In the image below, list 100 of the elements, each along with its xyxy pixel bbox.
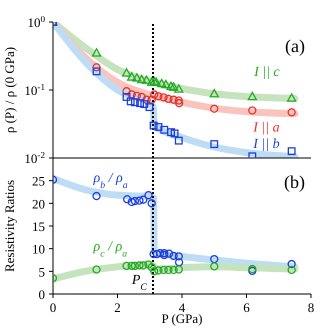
point [169,96,178,104]
point [122,87,131,96]
point [174,96,183,105]
point [169,266,178,274]
point [127,72,136,81]
point [92,63,101,72]
point [152,77,161,86]
point [169,252,178,260]
x-tick-label: 2 [114,300,121,315]
point [144,260,153,269]
point [136,99,144,108]
point [135,261,144,270]
point [154,92,163,100]
point [174,252,183,261]
series-label: I || b [252,137,280,152]
point [144,191,153,200]
annotation: (b) [284,172,305,192]
point [159,93,168,102]
point [166,82,176,90]
point [288,260,296,268]
point [138,92,146,102]
point [210,104,218,113]
y-tick-label: 15 [32,219,45,234]
point [167,128,175,136]
ref-line-label: P$_{C}$ [130,273,148,292]
x-tick-label: 8 [308,300,314,315]
y-tick-label: 5 [38,264,45,280]
point [147,77,156,86]
y-tick-label: 0 [38,287,45,302]
point [92,265,101,274]
point [174,136,183,145]
point [148,199,156,208]
series-label: ρ$_{b}$ / ρ$_{a}$ [92,171,128,191]
point [168,82,178,91]
point [174,84,184,93]
series-label: I || c [253,65,280,80]
y-tick-label: 20 [32,196,45,212]
point [132,92,141,100]
point [288,147,296,156]
point [92,67,100,76]
point [210,88,219,98]
point [248,152,256,158]
point [149,250,158,258]
point [150,76,159,86]
point [139,261,148,270]
y-axis-title: ρ (P) / ρ (0 GPa) [2,46,17,134]
point [164,250,174,258]
point [154,266,163,275]
point [122,93,130,101]
point [159,266,168,274]
point [288,108,296,116]
y-tick-label: 10 [32,242,45,257]
point [135,196,144,205]
point [164,266,173,274]
point [154,123,162,131]
point [142,75,152,84]
point [288,266,296,274]
x-tick-label: 6 [243,300,250,315]
point [170,129,179,138]
point [210,140,218,148]
y-tick-label: 10$^{-2}$ [24,150,46,166]
y-tick-label: 10$^{0}$ [27,14,46,30]
point [140,100,148,108]
point [164,94,173,104]
point [150,267,158,276]
point [128,198,136,206]
point [148,263,156,272]
point [210,262,218,270]
point [157,78,166,88]
point [122,68,132,77]
annotation: (a) [285,36,305,56]
point [130,262,140,270]
point [92,48,102,57]
point [122,262,131,270]
point [210,254,218,264]
point [137,74,146,84]
point [174,99,184,108]
point [150,122,158,130]
series-label: I || a [252,120,280,136]
point [126,97,135,106]
point [248,106,256,115]
point [142,96,151,104]
point [152,250,161,258]
point [248,92,257,100]
point [130,98,139,106]
point [92,192,101,200]
point [145,103,154,112]
y-axis-title: Resistivity Ratios [2,180,17,272]
point [123,195,132,204]
point [287,93,296,102]
point [139,196,148,204]
series-label: ρ$_{c}$ / ρ$_{a}$ [92,240,128,260]
point [160,126,168,134]
point [132,73,142,82]
point [174,258,184,266]
point [148,96,156,104]
point [161,80,171,88]
point [174,265,183,274]
y-tick-label: 10$^{-1}$ [24,82,45,98]
point [128,262,136,270]
